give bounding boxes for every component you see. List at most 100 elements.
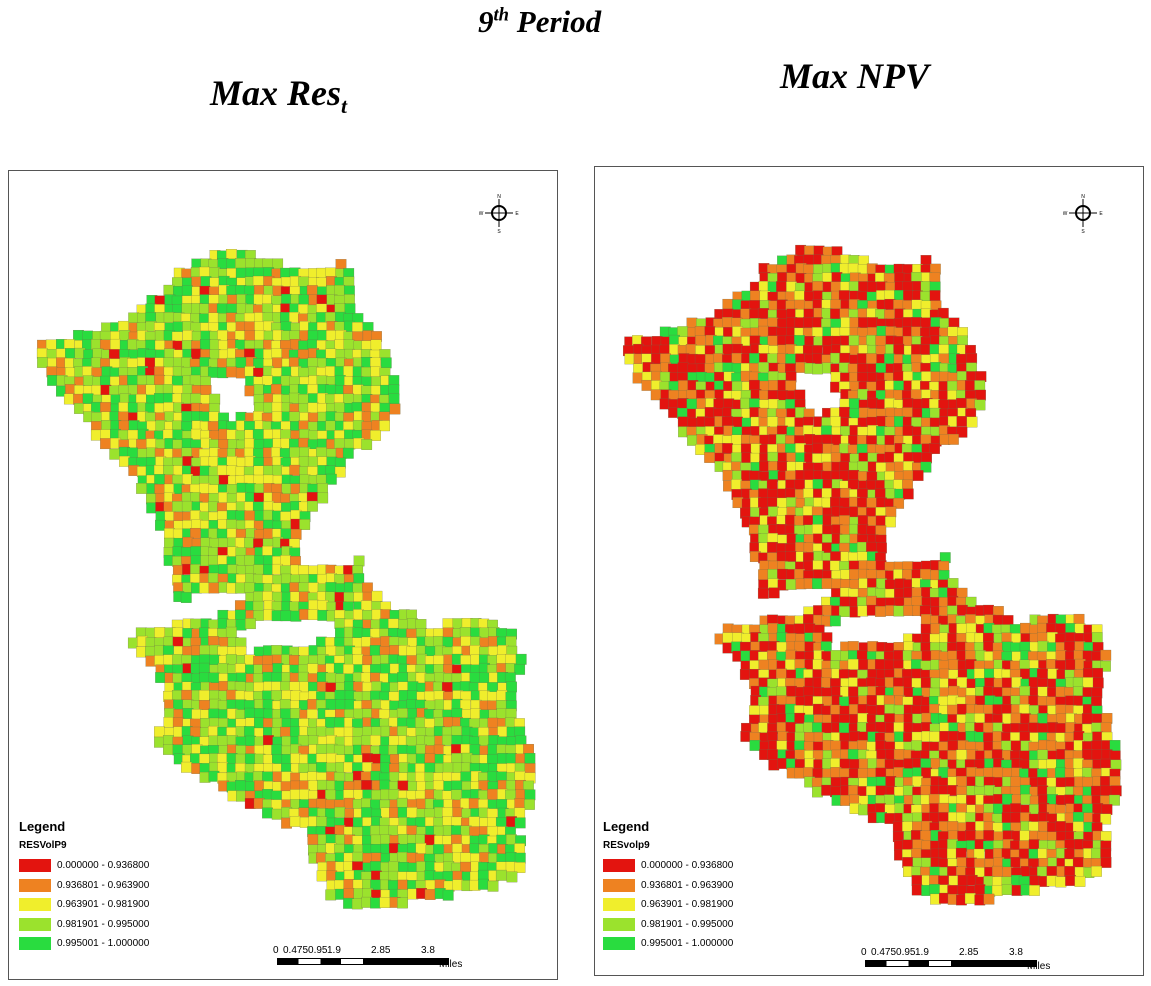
map-parcel — [822, 605, 833, 616]
map-parcel — [361, 780, 373, 791]
map-parcel — [912, 470, 924, 481]
map-parcel — [218, 537, 229, 549]
map-parcel — [1109, 776, 1121, 787]
map-parcel — [911, 299, 923, 311]
map-parcel — [1100, 813, 1112, 825]
map-parcel — [119, 455, 130, 467]
map-parcel — [388, 654, 400, 666]
map-parcel — [875, 525, 887, 537]
map-parcel — [1055, 732, 1067, 744]
map-parcel — [849, 759, 860, 770]
map-parcel — [307, 456, 319, 468]
map-parcel — [199, 645, 211, 656]
map-parcel — [262, 807, 273, 819]
right-north-arrow: N W E S — [1063, 193, 1103, 233]
map-parcel — [938, 570, 950, 581]
map-parcel — [911, 875, 923, 886]
map-parcel — [884, 451, 896, 463]
scale-tick: 3.8 — [421, 945, 435, 956]
map-parcel — [866, 695, 878, 706]
map-parcel — [875, 606, 886, 617]
map-parcel — [47, 375, 58, 386]
map-parcel — [956, 353, 967, 365]
map-parcel — [172, 465, 184, 477]
right-map-canvas — [622, 244, 1122, 906]
map-parcel — [721, 416, 733, 427]
map-parcel — [1028, 848, 1040, 860]
map-parcel — [848, 686, 859, 698]
map-parcel — [812, 722, 823, 734]
map-parcel — [767, 541, 778, 553]
map-parcel — [912, 398, 924, 410]
map-parcel — [235, 663, 246, 675]
map-parcel — [334, 824, 346, 836]
map-parcel — [181, 303, 193, 315]
legend-item: 0.981901 - 0.995000 — [19, 915, 149, 935]
map-parcel — [244, 438, 256, 450]
map-parcel — [830, 551, 842, 563]
map-parcel — [226, 456, 238, 467]
map-parcel — [127, 402, 139, 414]
map-parcel — [794, 640, 806, 652]
map-parcel — [813, 264, 824, 275]
map-parcel — [785, 399, 797, 410]
map-parcel — [424, 834, 436, 846]
map-parcel — [515, 753, 527, 765]
left-map-canvas — [36, 249, 536, 910]
map-parcel — [902, 839, 913, 851]
map-parcel — [885, 506, 897, 518]
map-parcel — [757, 587, 769, 599]
map-parcel — [1037, 713, 1049, 724]
map-parcel — [333, 662, 345, 674]
west-label: W — [479, 211, 484, 217]
map-parcel — [930, 677, 942, 689]
map-parcel — [514, 862, 526, 873]
map-parcel — [857, 524, 869, 535]
legend-item: 0.936801 - 0.963900 — [603, 876, 733, 896]
map-parcel — [858, 281, 870, 293]
map-parcel — [775, 434, 787, 445]
left-map-frame: N W E S Legend RESVolP9 0.000000 - 0.936… — [8, 170, 558, 980]
map-parcel — [343, 663, 354, 675]
map-parcel — [722, 362, 734, 374]
map-parcel — [127, 375, 139, 386]
map-parcel — [768, 461, 779, 472]
map-parcel — [189, 374, 201, 386]
map-parcel — [217, 663, 229, 674]
map-parcel — [1100, 831, 1112, 842]
map-parcel — [325, 420, 337, 432]
map-parcel — [298, 456, 310, 468]
map-parcel — [217, 330, 229, 341]
map-parcel — [199, 753, 210, 765]
map-parcel — [1037, 723, 1049, 734]
map-parcel — [1101, 713, 1113, 724]
map-parcel — [397, 672, 409, 683]
map-parcel — [920, 461, 932, 473]
map-parcel — [307, 663, 319, 675]
map-parcel — [433, 636, 444, 648]
map-parcel — [767, 749, 778, 761]
map-parcel — [388, 618, 399, 630]
map-parcel — [37, 357, 48, 368]
map-parcel — [442, 762, 454, 774]
map-parcel — [298, 671, 309, 683]
map-parcel — [758, 325, 769, 337]
map-parcel — [1002, 793, 1013, 805]
map-parcel — [271, 744, 283, 756]
map-parcel — [821, 434, 833, 446]
map-parcel — [1092, 803, 1104, 814]
map-parcel — [1065, 659, 1077, 671]
map-parcel — [884, 579, 896, 591]
map-parcel — [181, 411, 193, 422]
map-parcel — [155, 519, 166, 531]
map-parcel — [198, 662, 210, 674]
map-parcel — [342, 447, 354, 459]
map-parcel — [911, 884, 923, 896]
map-parcel — [902, 488, 914, 500]
map-parcel — [334, 806, 346, 818]
map-parcel — [108, 349, 120, 361]
map-parcel — [100, 402, 111, 413]
map-parcel — [731, 352, 743, 364]
map-parcel — [343, 276, 355, 288]
map-parcel — [812, 560, 824, 572]
